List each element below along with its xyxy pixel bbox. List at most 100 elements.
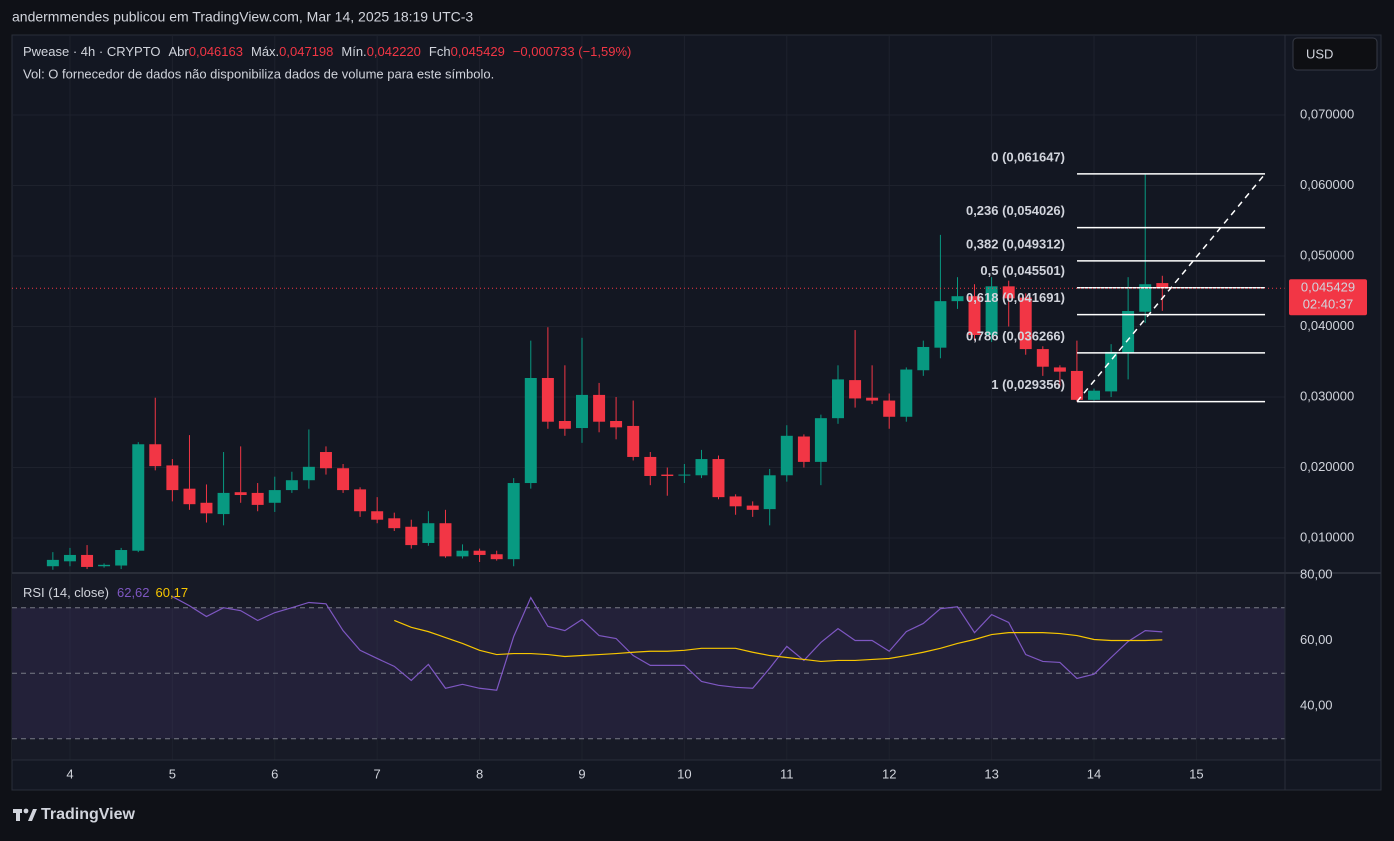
grid	[12, 35, 1285, 760]
candle-body	[1019, 297, 1032, 350]
currency-label[interactable]: USD	[1306, 46, 1333, 61]
candle-body	[63, 554, 76, 562]
y-tick-label: 0,010000	[1300, 529, 1354, 544]
candle-body	[695, 459, 708, 476]
candle-body	[507, 483, 520, 560]
marks: 0 (0,061647) 0,236 (0,054026) 0,382 (0,049…	[12, 149, 1285, 691]
y-tick-label: 0,020000	[1300, 459, 1354, 474]
candle-body	[900, 369, 913, 417]
fib-level-label: 0 (0,061647)	[991, 149, 1065, 164]
candle-body	[1139, 284, 1152, 312]
fib-level-label: 0,786 (0,036266)	[966, 328, 1065, 343]
candle-body	[780, 435, 793, 476]
candle-body	[132, 444, 145, 551]
candle-body	[268, 490, 281, 503]
candle-body	[285, 480, 298, 491]
candle-body	[797, 436, 810, 462]
candle-body	[456, 550, 469, 557]
fib-level-label: 0,236 (0,054026)	[966, 203, 1065, 218]
candle-body	[337, 468, 350, 491]
candle-body	[763, 475, 776, 510]
candle-body	[166, 465, 179, 491]
brand-logo	[13, 808, 37, 821]
candle-body	[951, 296, 964, 302]
x-tick-label: 7	[374, 766, 381, 781]
candle-body	[746, 505, 759, 510]
x-tick-label: 8	[476, 766, 483, 781]
candle-body	[46, 559, 59, 567]
rsi-pane	[12, 573, 1285, 760]
rsi-tick-label: 40,00	[1300, 697, 1333, 712]
change-value: −0,000733 (−1,59%)	[513, 44, 632, 59]
candle-body	[644, 456, 657, 476]
rsi-tick-label: 80,00	[1300, 566, 1333, 581]
candle-body	[1105, 351, 1118, 392]
x-tick-label: 15	[1189, 766, 1203, 781]
y-tick-label: 0,060000	[1300, 177, 1354, 192]
fib-level-label: 0,5 (0,045501)	[980, 263, 1065, 278]
low-value: 0,042220	[367, 44, 421, 59]
candle-body	[968, 296, 981, 335]
open-label: Abr	[169, 44, 190, 59]
rsi-value: 62,62	[117, 585, 150, 600]
candle-body	[388, 518, 401, 529]
candle-body	[473, 550, 486, 555]
candle-body	[251, 492, 264, 505]
x-tick-label: 9	[578, 766, 585, 781]
rsi-line	[172, 596, 1163, 691]
y-tick-label: 0,040000	[1300, 318, 1354, 333]
candle-body	[302, 466, 315, 481]
candle-body	[1053, 367, 1066, 372]
candle-body	[558, 420, 571, 429]
last-price-label: 0,045429	[1301, 280, 1355, 295]
close-label: Fch	[429, 44, 451, 59]
candle-body	[1088, 390, 1100, 400]
candle-body	[234, 492, 247, 496]
candle-body	[541, 377, 554, 422]
candle-body	[183, 488, 196, 505]
rsi-title: RSI (14, close)	[23, 585, 109, 600]
volume-note: Vol: O fornecedor de dados não disponibi…	[23, 66, 494, 81]
currency-button[interactable]	[1292, 37, 1378, 71]
candle-body	[661, 474, 674, 476]
candle-body	[1070, 370, 1083, 400]
y-tick-label: 0,050000	[1300, 247, 1354, 262]
fib-level-label: 0,618 (0,041691)	[966, 290, 1065, 305]
last-price-box	[1289, 279, 1367, 316]
trend-line	[1076, 173, 1266, 403]
candle-body	[712, 459, 725, 498]
rsi-tick-label: 60,00	[1300, 632, 1333, 647]
candle-body	[849, 380, 862, 399]
open-value: 0,046163	[189, 44, 243, 59]
candle-body	[1156, 283, 1169, 289]
candle-body	[217, 492, 230, 515]
y-tick-label: 0,030000	[1300, 388, 1354, 403]
candle-body	[200, 502, 213, 514]
y-tick-label: 0,070000	[1300, 106, 1354, 121]
candle-body	[1122, 311, 1135, 353]
candle-body	[81, 554, 94, 567]
low-label: Mín.	[341, 44, 366, 59]
close-value: 0,045429	[451, 44, 505, 59]
candle-body	[490, 554, 503, 560]
x-tick-label: 13	[984, 766, 998, 781]
symbol: Pwease · 4h · CRYPTO	[23, 44, 161, 59]
candle-body	[593, 394, 606, 422]
byline: andermmendes publicou em TradingView.com…	[12, 9, 473, 25]
candle-body	[439, 523, 452, 557]
candle-body	[422, 523, 435, 543]
candle-body	[524, 377, 537, 484]
x-tick-label: 6	[271, 766, 278, 781]
candle-body	[883, 400, 896, 417]
x-tick-label: 4	[66, 766, 73, 781]
x-tick-label: 11	[780, 766, 794, 781]
rsi-band-fill	[12, 607, 1285, 739]
candle-body	[319, 452, 332, 469]
countdown-label: 02:40:37	[1303, 297, 1354, 312]
x-tick-label: 14	[1087, 766, 1101, 781]
candle-body	[627, 425, 640, 457]
candle-body	[678, 474, 691, 476]
candle-body	[934, 301, 947, 348]
x-tick-label: 12	[882, 766, 896, 781]
